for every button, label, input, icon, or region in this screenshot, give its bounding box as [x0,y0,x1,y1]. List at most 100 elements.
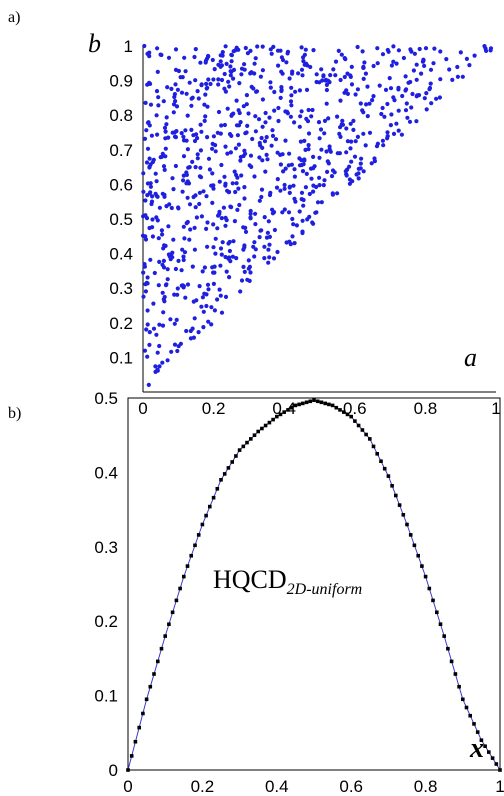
scatter-point [259,194,264,200]
scatter-point [299,67,305,72]
scatter-point [311,221,316,226]
scatter-point [153,171,158,176]
scatter-point [292,174,297,179]
curve-marker [219,478,223,482]
scatter-point [171,102,177,107]
scatter-point [163,129,168,134]
scatter-point [219,252,224,257]
scatter-point [161,164,167,169]
scatter-point [210,141,215,146]
scatter-point [303,47,308,52]
scatter-point [375,141,380,146]
scatter-point [317,80,322,85]
scatter-point [267,242,272,247]
curve-marker [323,401,327,406]
scatter-point [242,62,247,67]
scatter-point [231,239,236,244]
scatter-point [155,132,160,137]
scatter-point [300,229,305,234]
scatter-point [297,209,302,214]
scatter-point [358,101,363,106]
curve-marker [472,722,476,726]
scatter-point [260,145,265,150]
scatter-point [199,82,204,87]
curve-marker [464,705,469,710]
scatter-point [291,222,296,227]
scatter-point [168,317,173,322]
scatter-point [187,165,192,170]
scatter-point [215,226,220,231]
scatter-point [145,322,150,327]
scatter-point [267,255,272,260]
scatter-x-axis-label: a [464,343,477,372]
scatter-point [279,87,284,92]
scatter-point [192,138,198,144]
scatter-point [304,171,309,176]
scatter-point [190,264,195,269]
scatter-point [444,57,449,62]
scatter-point [321,73,326,78]
scatter-point [145,120,151,125]
curve-marker [208,504,212,509]
scatter-point [356,171,361,176]
scatter-point [206,156,212,161]
scatter-point [253,114,258,119]
scatter-point [227,84,232,89]
scatter-point [362,60,367,65]
curve-marker [327,402,331,407]
scatter-point [209,305,214,310]
scatter-point [417,46,422,52]
scatter-point [482,44,487,49]
scatter-point [328,149,333,154]
scatter-point [274,185,280,190]
scatter-point [195,152,200,157]
scatter-point [260,158,265,163]
scatter-point [145,281,150,286]
scatter-point [226,190,231,195]
scatter-point [271,256,277,261]
scatter-point [231,67,237,72]
scatter-point [229,52,234,57]
scatter-point [219,310,225,315]
scatter-point [432,46,437,51]
scatter-point [210,57,215,63]
scatter-y-tick-label: 0.2 [109,314,133,333]
curve-marker [237,448,242,452]
scatter-point [185,195,190,200]
scatter-point [162,167,167,172]
scatter-point [318,127,324,132]
scatter-point [401,55,406,61]
curve-marker [271,417,275,422]
scatter-point [148,184,153,189]
scatter-point [179,268,184,273]
curve-marker [315,399,320,404]
scatter-point [364,102,369,107]
scatter-point [405,115,410,120]
scatter-point [229,133,234,138]
scatter-point [182,250,188,255]
curve-marker [483,744,487,748]
scatter-point [361,131,366,136]
scatter-point [290,69,295,74]
curve-marker [126,768,130,772]
scatter-point [298,139,303,144]
scatter-point [464,56,469,62]
scatter-point [181,257,186,263]
scatter-y-axis-label: b [88,29,101,58]
scatter-point [315,200,321,205]
scatter-x-tick-label: 0.2 [202,399,226,418]
scatter-point [283,138,288,143]
curve-marker [420,564,424,568]
scatter-point [172,292,177,297]
scatter-point [282,207,287,212]
scatter-point [238,158,243,163]
scatter-point [173,67,179,72]
scatter-point [160,323,166,328]
curve-annotation-sub: 2D-uniform [287,581,363,598]
scatter-point [282,182,287,188]
scatter-point [276,118,281,124]
scatter-point [182,236,187,241]
scatter-point [164,115,169,120]
scatter-point [338,98,343,103]
scatter-point [344,126,349,131]
